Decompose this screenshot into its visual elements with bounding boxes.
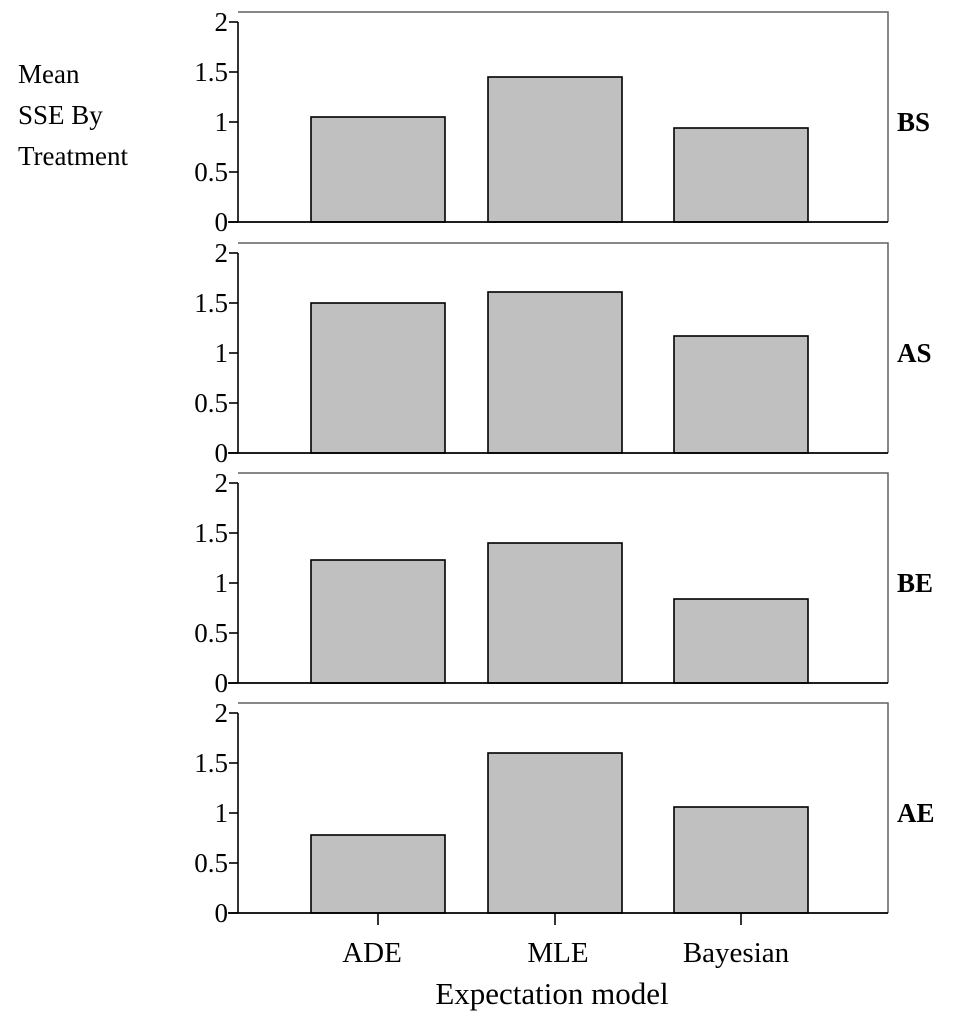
bar-ade — [310, 116, 446, 223]
y-tick-label: 1.5 — [194, 57, 228, 87]
bar-ade — [310, 302, 446, 454]
y-tick-label: 0.5 — [194, 618, 228, 648]
category-label-mle: MLE — [527, 937, 588, 969]
y-axis-label-line-3: Treatment — [18, 141, 128, 171]
bar-bayesian — [673, 806, 809, 914]
y-tick-label: 1 — [215, 798, 229, 828]
category-label-ade: ADE — [342, 937, 402, 969]
panel-frame — [238, 11, 889, 222]
y-tick-label: 2 — [215, 468, 229, 498]
y-tick-label: 0 — [215, 207, 229, 237]
y-tick-label: 0 — [215, 898, 229, 928]
bar-bayesian — [673, 335, 809, 454]
y-tick-label: 0.5 — [194, 388, 228, 418]
panel-label-ae: AE — [897, 798, 935, 828]
panel-be: 0 0.5 1 1.5 2 BE — [194, 468, 933, 698]
bar-ade — [310, 834, 446, 914]
bar-bayesian — [673, 598, 809, 684]
y-tick-label: 0 — [215, 668, 229, 698]
y-tick-label: 2 — [215, 698, 229, 728]
y-tick-label: 2 — [215, 238, 229, 268]
y-tick-label: 0.5 — [194, 848, 228, 878]
y-tick-label: 1.5 — [194, 518, 228, 548]
panel-label-as: AS — [897, 338, 932, 368]
panel-as: 0 0.5 1 1.5 2 AS — [194, 238, 931, 468]
panel-ae: 0 0.5 1 1.5 2 AE — [194, 698, 934, 928]
panel-frame — [238, 242, 889, 453]
y-tick-label: 1 — [215, 107, 229, 137]
panel-label-bs: BS — [897, 107, 930, 137]
panel-frame — [238, 702, 889, 913]
y-axis-label-line-1: Mean — [18, 59, 80, 89]
panel-label-be: BE — [897, 568, 933, 598]
y-tick-label: 0.5 — [194, 157, 228, 187]
bar-mle — [487, 76, 623, 223]
y-tick-label: 1 — [215, 568, 229, 598]
y-tick-label: 2 — [215, 7, 229, 37]
y-tick-label: 0 — [215, 438, 229, 468]
bar-mle — [487, 752, 623, 914]
x-axis-label: Expectation model — [435, 976, 668, 1011]
panel-bs: 0 0.5 1 1.5 2 BS — [194, 7, 930, 237]
y-tick-label: 1.5 — [194, 288, 228, 318]
bar-bayesian — [673, 127, 809, 223]
bar-ade — [310, 559, 446, 684]
chart-panels: 0 0.5 1 1.5 2 BS 0 0.5 1 1.5 2 AS 0 0.5 1 1.5 2 BE 0 0.5 1 1.… — [194, 7, 934, 928]
y-tick-label: 1.5 — [194, 748, 228, 778]
bar-mle — [487, 542, 623, 684]
y-tick-label: 1 — [215, 338, 229, 368]
bar-mle — [487, 291, 623, 454]
category-label-bayesian: Bayesian — [683, 937, 790, 969]
panel-frame — [238, 472, 889, 683]
y-axis-label-line-2: SSE By — [18, 100, 103, 130]
